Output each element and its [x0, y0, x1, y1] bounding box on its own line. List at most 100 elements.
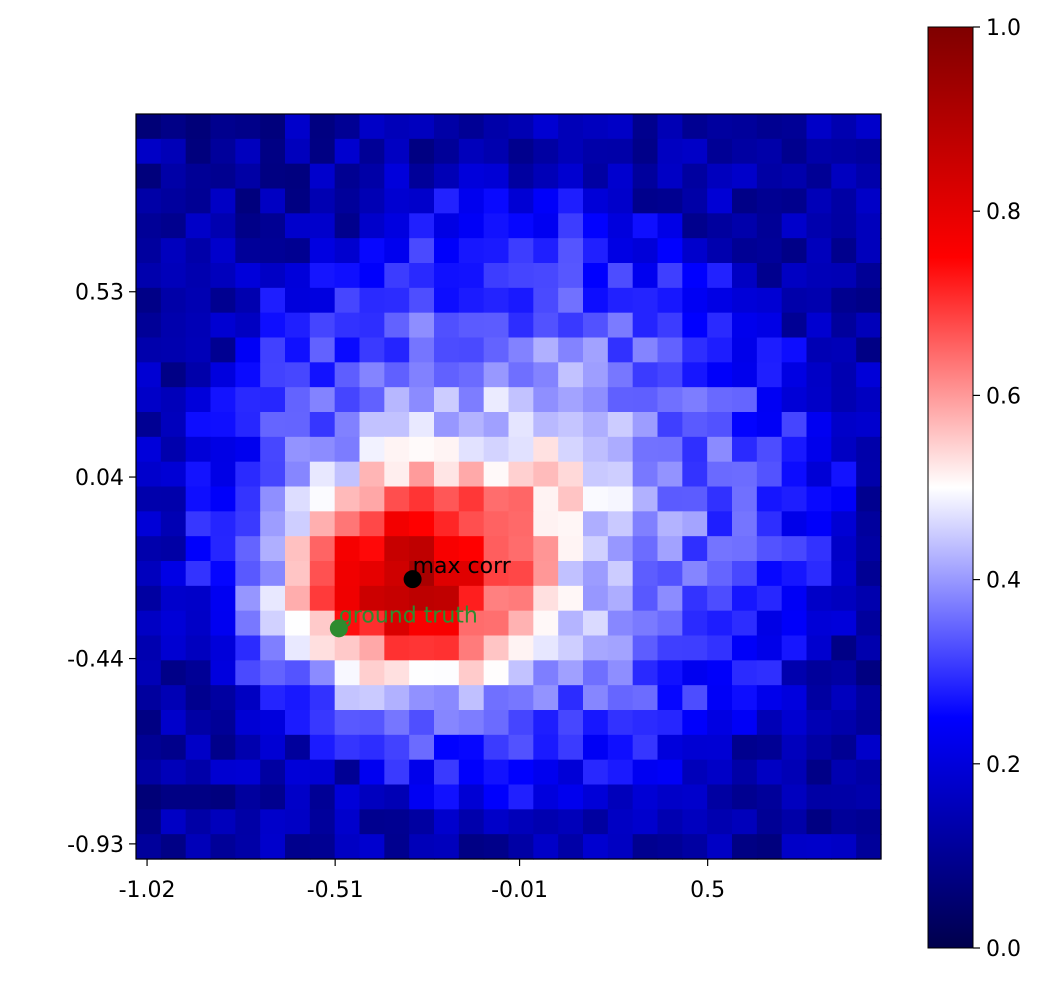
heatmap-cell — [235, 685, 261, 711]
heatmap-cell — [732, 834, 758, 860]
heatmap-cell — [533, 809, 559, 835]
heatmap-cell — [781, 436, 808, 463]
heatmap-cell — [831, 610, 857, 637]
heatmap-cell — [384, 163, 410, 190]
heatmap-cell — [160, 834, 187, 860]
heatmap-cell — [682, 461, 708, 488]
heatmap-cell — [682, 710, 708, 736]
heatmap-cell — [384, 486, 410, 512]
heatmap-cell — [533, 610, 559, 637]
heatmap-cell — [508, 213, 534, 239]
heatmap-cell — [483, 287, 510, 314]
heatmap-cell — [558, 287, 584, 314]
heatmap-cell — [806, 536, 832, 562]
heatmap-cell — [260, 561, 286, 587]
heatmap-cell — [235, 561, 261, 587]
heatmap-cell — [359, 585, 385, 612]
heatmap-cell — [856, 188, 882, 214]
heatmap-cell — [359, 362, 385, 388]
heatmap-cell — [657, 461, 683, 488]
heatmap-cell — [657, 585, 683, 612]
heatmap-cell — [558, 585, 584, 612]
heatmap-cell — [707, 784, 733, 810]
heatmap-cell — [756, 312, 783, 339]
heatmap-cell — [409, 685, 435, 711]
heatmap-cell — [558, 561, 584, 587]
heatmap-cell — [409, 610, 435, 637]
heatmap-cell — [607, 213, 634, 239]
heatmap-cell — [260, 138, 286, 165]
heatmap-cell — [781, 263, 808, 289]
heatmap-cell — [136, 635, 162, 661]
heatmap-cell — [185, 685, 212, 711]
heatmap-cell — [309, 387, 336, 413]
heatmap-cell — [160, 734, 187, 761]
heatmap-cell — [682, 412, 708, 438]
heatmap-cell — [235, 436, 261, 463]
heatmap-cell — [682, 263, 708, 289]
heatmap-cell — [632, 834, 659, 860]
heatmap-cell — [384, 188, 410, 214]
heatmap-cell — [136, 337, 162, 363]
heatmap-cell — [632, 734, 659, 761]
heatmap-cell — [856, 710, 882, 736]
heatmap-cell — [210, 486, 236, 512]
heatmap-cell — [483, 213, 510, 239]
annotation-marker — [403, 570, 422, 589]
heatmap-cell — [756, 585, 783, 612]
heatmap-cell — [334, 734, 361, 761]
heatmap-cell — [260, 114, 286, 140]
heatmap-cell — [434, 387, 460, 413]
heatmap-cell — [434, 710, 460, 736]
heatmap-cell — [707, 536, 733, 562]
heatmap-cell — [235, 784, 261, 810]
heatmap-cell — [856, 511, 882, 537]
heatmap-cell — [434, 138, 460, 165]
heatmap-cell — [607, 188, 634, 214]
heatmap-cell — [657, 412, 683, 438]
heatmap-cell — [831, 660, 857, 686]
heatmap-cell — [583, 511, 609, 537]
heatmap-cell — [235, 536, 261, 562]
heatmap-cell — [831, 536, 857, 562]
heatmap-cell — [657, 213, 683, 239]
heatmap-cell — [235, 188, 261, 214]
heatmap-cell — [185, 486, 212, 512]
heatmap-cell — [756, 287, 783, 314]
heatmap-cell — [434, 585, 460, 612]
heatmap-cell — [508, 759, 534, 786]
heatmap-cell — [210, 536, 236, 562]
heatmap-cell — [732, 263, 758, 289]
heatmap-cell — [657, 734, 683, 761]
heatmap-cell — [384, 610, 410, 637]
heatmap-cell — [558, 486, 584, 512]
heatmap-cell — [781, 312, 808, 339]
heatmap-cell — [632, 610, 659, 637]
heatmap-cell — [583, 287, 609, 314]
heatmap-cell — [558, 536, 584, 562]
heatmap-cell — [235, 660, 261, 686]
heatmap-cell — [334, 834, 361, 860]
heatmap-cell — [409, 114, 435, 140]
heatmap-cell — [806, 710, 832, 736]
heatmap-cell — [856, 138, 882, 165]
heatmap-cell — [707, 561, 733, 587]
heatmap-cell — [632, 561, 659, 587]
heatmap-cell — [235, 610, 261, 637]
heatmap-cell — [831, 337, 857, 363]
heatmap-cell — [558, 685, 584, 711]
heatmap-cell — [831, 436, 857, 463]
heatmap-cell — [831, 362, 857, 388]
heatmap-cell — [533, 188, 559, 214]
heatmap-cell — [260, 287, 286, 314]
heatmap-cell — [707, 163, 733, 190]
heatmap-cell — [260, 809, 286, 835]
heatmap-cell — [558, 163, 584, 190]
heatmap-cell — [160, 759, 187, 786]
heatmap-cell — [607, 759, 634, 786]
heatmap-cell — [285, 561, 311, 587]
heatmap-cell — [260, 585, 286, 612]
heatmap-cell — [285, 635, 311, 661]
heatmap-cell — [533, 138, 559, 165]
heatmap-cell — [732, 436, 758, 463]
